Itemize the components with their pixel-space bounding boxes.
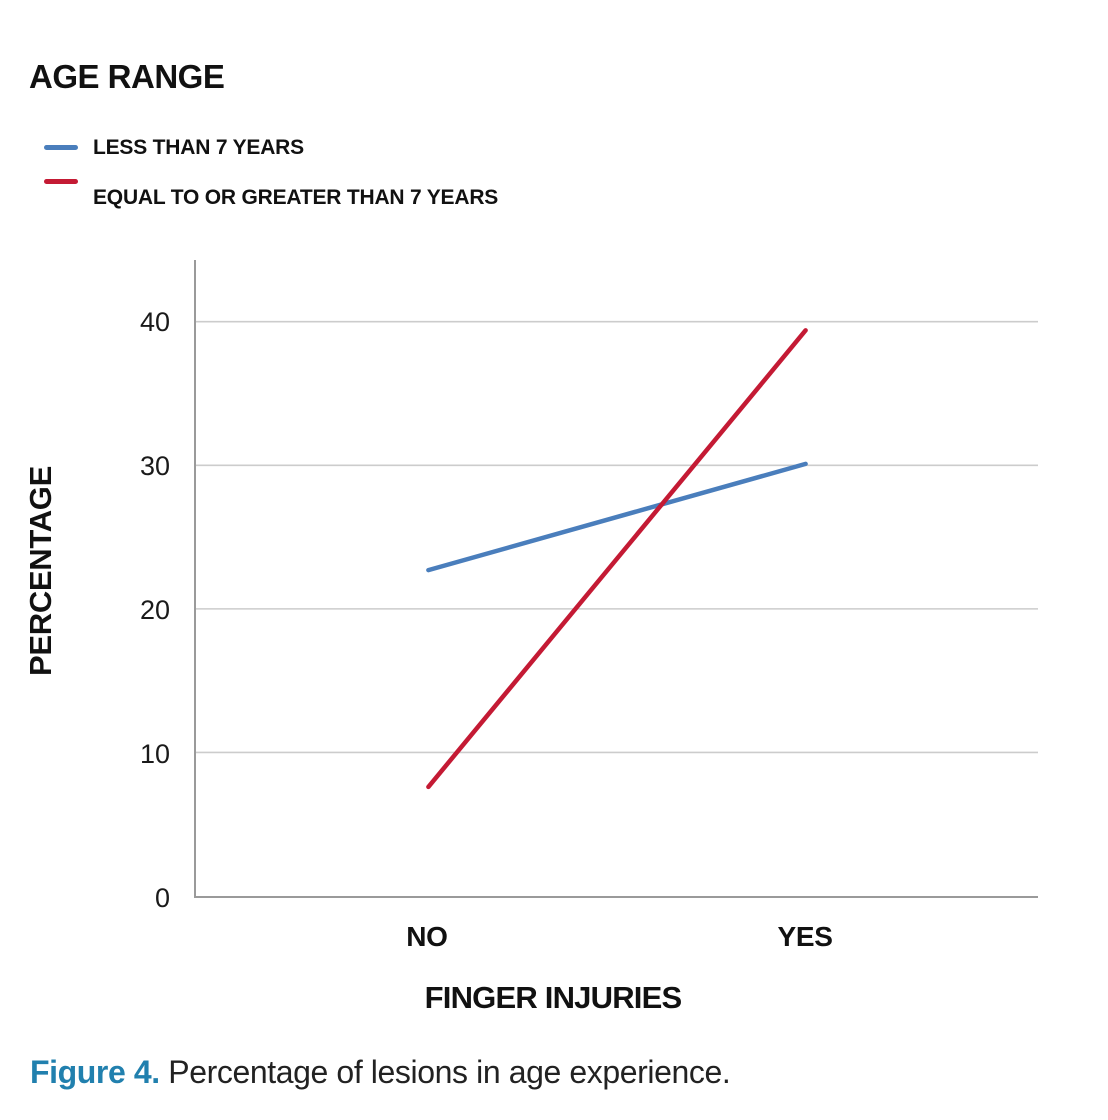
series-line-0	[426, 461, 808, 573]
y-tick-label-10: 10	[139, 738, 170, 769]
y-tick-label-0: 0	[154, 883, 170, 913]
figure-caption: Figure 4. Percentage of lesions in age e…	[30, 1054, 731, 1091]
legend-swatch-less-than-7-years	[44, 145, 78, 150]
plot-area	[194, 260, 1038, 898]
legend-label-less-than-7-years: LESS THAN 7 YEARS	[93, 136, 304, 159]
legend-label-greater-than-7-years: EQUAL TO OR GREATER THAN 7 YEARS	[93, 186, 499, 209]
y-tick-label-40: 40	[139, 306, 170, 337]
caption-text: Percentage of lesions in age experience.	[168, 1054, 731, 1090]
legend-title: AGE RANGE	[29, 58, 225, 95]
caption-label: Figure 4.	[30, 1054, 160, 1090]
y-tick-label-20: 20	[139, 594, 170, 625]
chart-canvas	[196, 320, 1038, 790]
x-axis-title: FINGER INJURIES	[424, 980, 683, 1015]
legend-swatch-greater-than-7-years	[44, 179, 78, 184]
x-category-label-no: NO	[406, 921, 448, 952]
x-category-label-yes: YES	[777, 921, 833, 952]
y-tick-label-30: 30	[139, 450, 170, 481]
y-axis-title: PERCENTAGE	[23, 465, 58, 677]
series-line-1	[426, 328, 808, 790]
